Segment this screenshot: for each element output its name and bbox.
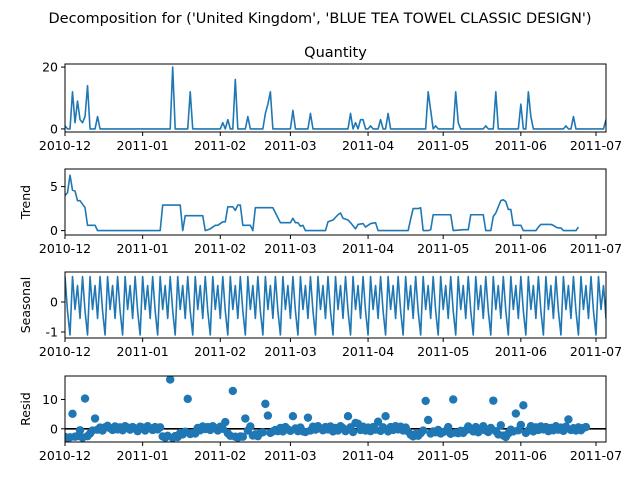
resid-ytick-label: 0 bbox=[50, 421, 58, 436]
resid-point bbox=[241, 414, 250, 423]
resid-point bbox=[258, 428, 268, 437]
resid-point bbox=[183, 394, 192, 404]
resid-xtick-label: 2010-12 bbox=[39, 448, 91, 463]
resid-point bbox=[449, 395, 458, 404]
resid-point bbox=[421, 396, 430, 406]
observed-xtick-label: 2011-06 bbox=[495, 138, 547, 153]
resid-plot-area bbox=[65, 376, 606, 442]
resid-xtick-label: 2011-02 bbox=[194, 448, 246, 463]
resid-point bbox=[373, 417, 383, 426]
seasonal-plot-area bbox=[65, 275, 606, 336]
resid-point bbox=[238, 432, 248, 441]
trend-ytick-label: 0 bbox=[50, 223, 58, 238]
seasonal-xtick-label: 2011-01 bbox=[117, 344, 169, 359]
resid-point bbox=[75, 426, 85, 435]
resid-point bbox=[418, 426, 428, 435]
observed-xtick-label: 2011-07 bbox=[570, 138, 622, 153]
resid-point bbox=[564, 415, 573, 424]
resid-point bbox=[581, 422, 591, 432]
resid-xtick-label: 2011-03 bbox=[264, 448, 316, 463]
seasonal-ylabel: Seasonal bbox=[18, 277, 33, 334]
panel-resid: 0 10 2010-12 2011-01 2011-02 2011-03 2011-04 20… bbox=[18, 375, 622, 463]
panels: 0 20 2010-12 2011-01 2011-02 2011-03 2011-04 20… bbox=[18, 45, 622, 463]
seasonal-xtick-label: 2011-04 bbox=[342, 344, 394, 359]
seasonal-xtick-label: 2010-12 bbox=[39, 344, 91, 359]
observed-xtick-label: 2011-02 bbox=[194, 138, 246, 153]
observed-axes-frame bbox=[64, 63, 607, 133]
panel-observed: 0 20 2010-12 2011-01 2011-02 2011-03 2011-04 20… bbox=[39, 45, 622, 153]
resid-point bbox=[246, 422, 255, 431]
trend-axes-frame bbox=[64, 168, 607, 236]
resid-xtick-label: 2011-06 bbox=[495, 448, 547, 463]
trend-xtick-label: 2011-04 bbox=[342, 241, 394, 256]
seasonal-xtick-label: 2011-06 bbox=[495, 344, 547, 359]
resid-point bbox=[343, 411, 353, 421]
observed-xtick-label: 2011-05 bbox=[417, 138, 469, 153]
resid-axes-frame bbox=[64, 375, 607, 443]
resid-point bbox=[348, 427, 358, 437]
panel-seasonal: -1 0 2010-12 2011-01 2011-02 2011-03 2011-04 20… bbox=[18, 271, 622, 359]
resid-point bbox=[303, 413, 313, 422]
observed-xtick-label: 2011-04 bbox=[342, 138, 394, 153]
seasonal-series-line bbox=[65, 275, 606, 336]
trend-plot-area bbox=[65, 174, 580, 232]
resid-point bbox=[263, 411, 273, 420]
trend-xtick-label: 2011-07 bbox=[570, 241, 622, 256]
resid-point bbox=[221, 417, 230, 427]
seasonal-xtick-label: 2011-02 bbox=[194, 344, 246, 359]
observed-xtick-label: 2010-12 bbox=[39, 138, 91, 153]
trend-ytick-label: 5 bbox=[50, 179, 58, 194]
resid-point bbox=[444, 422, 453, 432]
resid-xtick-label: 2011-01 bbox=[117, 448, 169, 463]
observed-ytick-label: 0 bbox=[50, 121, 58, 136]
resid-xtick-label: 2011-05 bbox=[417, 448, 469, 463]
resid-point bbox=[80, 394, 90, 403]
resid-point bbox=[261, 399, 270, 409]
resid-point bbox=[511, 409, 521, 418]
resid-ylabel: Resid bbox=[18, 392, 33, 426]
observed-xtick-label: 2011-03 bbox=[264, 138, 316, 153]
resid-point bbox=[519, 401, 528, 410]
resid-point bbox=[381, 411, 390, 421]
seasonal-axes-frame bbox=[64, 271, 607, 339]
trend-xtick-label: 2011-06 bbox=[495, 241, 547, 256]
seasonal-ytick-label: 0 bbox=[50, 295, 58, 310]
seasonal-xtick-label: 2011-07 bbox=[570, 344, 622, 359]
resid-point bbox=[288, 411, 298, 421]
observed-series-line bbox=[65, 66, 606, 130]
resid-ytick-label: 10 bbox=[42, 392, 58, 407]
observed-ytick-label: 20 bbox=[42, 60, 58, 75]
seasonal-xtick-label: 2011-03 bbox=[264, 344, 316, 359]
trend-ylabel: Trend bbox=[18, 185, 33, 220]
panel-trend: 0 5 2010-12 2011-01 2011-02 2011-03 2011-04 201… bbox=[18, 168, 622, 256]
trend-xtick-label: 2011-01 bbox=[117, 241, 169, 256]
resid-xtick-label: 2011-04 bbox=[342, 448, 394, 463]
figure-suptitle: Decomposition for ('United Kingdom', 'BL… bbox=[49, 11, 592, 27]
observed-xtick-label: 2011-01 bbox=[117, 138, 169, 153]
resid-point bbox=[165, 376, 175, 384]
observed-plot-area bbox=[65, 66, 606, 130]
resid-point bbox=[496, 421, 506, 430]
resid-point bbox=[228, 386, 238, 396]
trend-series-line bbox=[65, 174, 580, 232]
resid-point bbox=[489, 396, 498, 405]
resid-point bbox=[516, 420, 526, 430]
resid-xtick-label: 2011-07 bbox=[570, 448, 622, 463]
resid-point bbox=[68, 409, 77, 419]
seasonal-xtick-label: 2011-05 bbox=[417, 344, 469, 359]
trend-xtick-label: 2010-12 bbox=[39, 241, 91, 256]
trend-xtick-label: 2011-03 bbox=[264, 241, 316, 256]
resid-point bbox=[155, 423, 165, 432]
trend-xtick-label: 2011-02 bbox=[194, 241, 246, 256]
observed-title: Quantity bbox=[304, 45, 367, 61]
trend-xtick-label: 2011-05 bbox=[417, 241, 469, 256]
resid-point bbox=[423, 415, 433, 425]
seasonal-ytick-label: -1 bbox=[46, 325, 58, 340]
resid-point bbox=[90, 414, 100, 423]
